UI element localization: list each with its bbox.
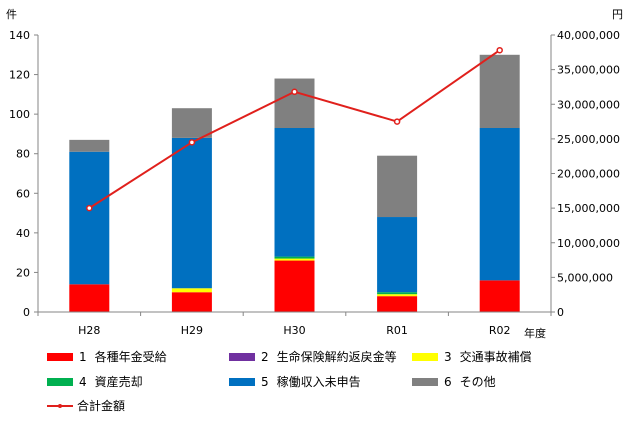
bars-layer [69, 54, 520, 312]
bar-H30-series-6 [274, 78, 315, 128]
bar-R01-series-3 [377, 294, 418, 297]
x-tick-label-R02: R02 [489, 324, 511, 337]
total-amount-point-R02 [496, 46, 503, 54]
right-tick-label: 35,000,000 [557, 64, 620, 77]
left-tick-label: 140 [9, 29, 30, 42]
right-tick-label: 30,000,000 [557, 98, 620, 111]
bar-R01-series-1 [377, 296, 418, 312]
line-layer [86, 46, 503, 212]
left-tick-label: 20 [16, 266, 30, 279]
x-axis-label: 年度 [524, 326, 546, 340]
bar-H30-series-1 [274, 260, 315, 312]
total-amount-point-H29 [188, 139, 196, 146]
bar-R02-series-6 [479, 54, 520, 128]
x-tick-label-R01: R01 [386, 324, 408, 337]
bar-R01-series-5 [377, 217, 418, 293]
bar-H29-series-1 [171, 292, 212, 312]
right-tick-label: 10,000,000 [557, 237, 620, 250]
left-tick-label: 120 [9, 69, 30, 82]
bar-H30-series-5 [274, 127, 315, 257]
bar-H28-series-5 [69, 151, 110, 285]
bar-H30-series-3 [274, 258, 315, 261]
bar-R02-series-1 [479, 280, 520, 312]
left-tick-label: 60 [16, 187, 30, 200]
bar-H30-series-4 [274, 256, 315, 259]
left-tick-label: 80 [16, 148, 30, 161]
bar-H29-series-6 [171, 108, 212, 138]
bar-H29-series-3 [171, 288, 212, 293]
right-axis-unit: 円 [612, 8, 623, 21]
x-tick-label-H28: H28 [78, 324, 100, 337]
total-amount-point-H28 [86, 204, 93, 212]
bar-H28-series-6 [69, 139, 110, 152]
left-tick-label: 40 [16, 227, 30, 240]
bar-R01-series-6 [377, 155, 418, 218]
bar-H29-series-5 [171, 137, 212, 289]
right-tick-label: 40,000,000 [557, 29, 620, 42]
left-axis-unit: 件 [6, 8, 17, 21]
right-tick-label: 0 [557, 306, 564, 319]
total-amount-point-H30 [291, 88, 298, 96]
right-tick-label: 5,000,000 [557, 271, 613, 284]
bar-R01-series-4 [377, 292, 418, 295]
bar-R02-series-5 [479, 127, 520, 281]
right-tick-label: 25,000,000 [557, 133, 620, 146]
left-tick-label: 100 [9, 108, 30, 121]
bar-H28-series-1 [69, 284, 110, 312]
x-tick-label-H30: H30 [283, 324, 305, 337]
right-tick-label: 15,000,000 [557, 202, 620, 215]
total-amount-point-R01 [393, 118, 401, 125]
right-tick-label: 20,000,000 [557, 168, 620, 181]
left-tick-label: 0 [23, 306, 30, 319]
x-tick-label-H29: H29 [181, 324, 203, 337]
axes-layer: 0 20 40 60 80 100 120 140 0 5,000,000 10,000,000 15… [9, 29, 620, 337]
